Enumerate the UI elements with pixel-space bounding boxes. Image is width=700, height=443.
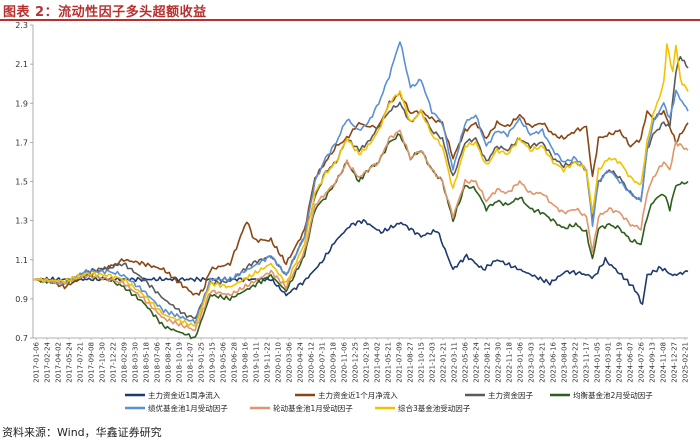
x-tick-label: 2017-10-30 bbox=[99, 342, 107, 383]
x-tick-label: 2022-08-12 bbox=[484, 342, 492, 383]
x-tick-label: 2018-08-24 bbox=[165, 341, 173, 382]
x-tick-label: 2019-05-06 bbox=[220, 341, 228, 382]
x-tick-label: 2020-11-06 bbox=[341, 341, 349, 382]
x-tick-label: 2024-11-08 bbox=[660, 342, 668, 383]
x-tick-label: 2020-04-24 bbox=[297, 341, 305, 382]
x-tick-label: 2024-09-13 bbox=[649, 342, 657, 383]
x-tick-label: 2022-01-21 bbox=[440, 342, 448, 383]
series-line bbox=[32, 41, 689, 325]
legend-label: 均衡基金池2月受动因子 bbox=[573, 390, 653, 400]
x-tick-label: 2021-05-21 bbox=[385, 342, 393, 383]
x-tick-label: 2020-01-10 bbox=[275, 342, 283, 383]
x-tick-label: 2021-10-15 bbox=[418, 342, 426, 383]
x-tick-label: 2023-08-04 bbox=[561, 341, 569, 382]
x-tick-label: 2017-01-06 bbox=[33, 341, 41, 382]
x-tick-label: 2017-05-24 bbox=[66, 341, 74, 382]
x-tick-label: 2018-12-07 bbox=[187, 342, 195, 383]
x-tick-label: 2017-12-22 bbox=[110, 342, 118, 383]
legend-label: 主力资金近1个月净流入 bbox=[318, 390, 398, 400]
x-tick-label: 2021-04-02 bbox=[374, 342, 382, 383]
chart-title: 图表 2：流动性因子多头超额收益 bbox=[3, 5, 207, 20]
x-tick-label: 2019-06-28 bbox=[231, 342, 239, 383]
x-tick-label: 2025-02-21 bbox=[682, 342, 690, 383]
x-tick-label: 2019-08-16 bbox=[242, 341, 250, 382]
x-tick-label: 2024-04-19 bbox=[616, 342, 624, 383]
y-tick-label: 2.1 bbox=[15, 60, 28, 69]
legend-label: 绩优基金池1月受动因子 bbox=[148, 403, 228, 413]
x-tick-label: 2023-11-17 bbox=[583, 342, 591, 383]
x-tick-label: 2018-05-18 bbox=[143, 342, 151, 383]
x-tick-label: 2017-09-08 bbox=[88, 342, 96, 383]
x-tick-label: 2021-07-09 bbox=[396, 342, 404, 383]
series-line bbox=[32, 43, 689, 327]
x-tick-label: 2023-03-03 bbox=[528, 342, 536, 383]
x-tick-label: 2024-07-26 bbox=[638, 341, 646, 382]
y-tick-label: 1.1 bbox=[15, 256, 28, 265]
y-tick-label: 1.9 bbox=[15, 99, 28, 108]
y-tick-label: 1.3 bbox=[15, 217, 28, 226]
x-tick-label: 2018-10-19 bbox=[176, 342, 184, 383]
x-tick-label: 2021-02-19 bbox=[363, 342, 371, 383]
x-tick-label: 2017-07-21 bbox=[77, 342, 85, 383]
series-line bbox=[33, 91, 689, 296]
y-tick-label: 0.7 bbox=[15, 334, 28, 343]
x-tick-label: 2022-09-30 bbox=[495, 342, 503, 383]
legend-label: 主力资金因子 bbox=[488, 390, 533, 400]
source-note: 资料来源：Wind，华鑫证券研究 bbox=[2, 426, 162, 439]
x-tick-label: 2020-12-25 bbox=[352, 342, 360, 383]
legend-label: 综合3基金池受动因子 bbox=[398, 403, 471, 413]
y-tick-label: 0.9 bbox=[15, 295, 28, 304]
series-line bbox=[32, 133, 689, 340]
x-tick-label: 2019-11-22 bbox=[264, 342, 272, 383]
x-tick-label: 2022-06-24 bbox=[473, 341, 481, 382]
x-tick-label: 2023-09-22 bbox=[572, 342, 580, 383]
x-tick-label: 2024-03-01 bbox=[605, 342, 613, 383]
x-tick-label: 2020-06-12 bbox=[308, 342, 316, 383]
x-tick-label: 2022-03-11 bbox=[451, 342, 459, 383]
x-tick-label: 2024-06-07 bbox=[627, 342, 635, 383]
x-tick-label: 2020-07-31 bbox=[319, 342, 327, 383]
x-tick-label: 2024-12-27 bbox=[671, 342, 679, 383]
y-tick-label: 1.5 bbox=[15, 178, 28, 187]
x-tick-label: 2021-12-03 bbox=[429, 342, 437, 383]
x-tick-label: 2019-03-15 bbox=[209, 342, 217, 383]
legend-label: 主力资金近1周净流入 bbox=[148, 390, 221, 400]
x-tick-label: 2023-01-06 bbox=[517, 341, 525, 382]
x-tick-label: 2021-08-27 bbox=[407, 342, 415, 383]
x-tick-label: 2023-04-21 bbox=[539, 342, 547, 383]
legend-label: 轮动基金池1月受动因子 bbox=[273, 403, 353, 413]
x-tick-label: 2020-03-06 bbox=[286, 341, 294, 382]
x-tick-label: 2019-10-11 bbox=[253, 342, 261, 383]
series-line bbox=[32, 129, 689, 332]
title-bar: 图表 2：流动性因子多头超额收益 bbox=[0, 0, 700, 21]
x-tick-label: 2018-07-06 bbox=[154, 341, 162, 382]
x-tick-label: 2020-09-18 bbox=[330, 342, 338, 383]
x-tick-label: 2024-01-05 bbox=[594, 342, 602, 383]
x-tick-label: 2019-01-25 bbox=[198, 342, 206, 383]
x-tick-label: 2022-05-06 bbox=[462, 341, 470, 382]
x-tick-label: 2017-04-02 bbox=[55, 342, 63, 383]
y-tick-label: 2.3 bbox=[15, 21, 28, 30]
x-tick-label: 2018-03-30 bbox=[132, 342, 140, 383]
x-tick-label: 2022-11-18 bbox=[506, 342, 514, 383]
x-tick-label: 2017-02-24 bbox=[44, 341, 52, 382]
x-tick-label: 2018-02-09 bbox=[121, 342, 129, 383]
x-tick-label: 2023-06-16 bbox=[550, 341, 558, 382]
y-tick-label: 1.7 bbox=[15, 138, 28, 147]
